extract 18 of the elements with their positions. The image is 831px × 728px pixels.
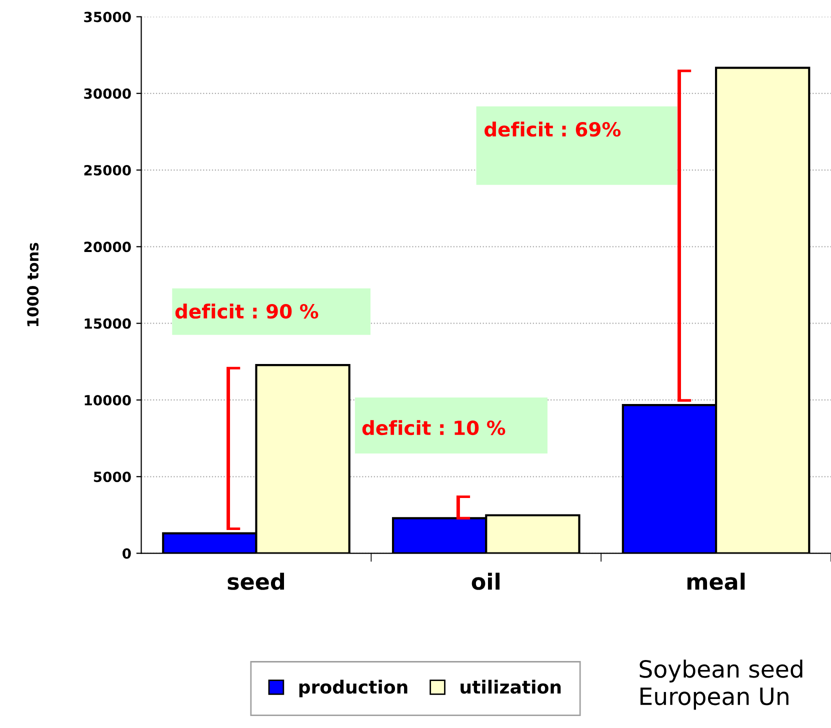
- y-tick-label: 30000: [84, 88, 131, 99]
- y-tick-label: 15000: [84, 318, 131, 329]
- x-tick-label: meal: [687, 572, 745, 590]
- y-tick-label: 20000: [84, 242, 131, 252]
- annotation: deficit : 10 %: [362, 420, 506, 436]
- y-tick-label: 0: [122, 548, 131, 559]
- y-tick-label: 35000: [84, 12, 131, 22]
- annotation: deficit : 90 %: [175, 304, 318, 319]
- x-tick-label: oil: [472, 572, 500, 590]
- legend-label: production: [299, 680, 408, 698]
- x-tick-label: seed: [228, 572, 284, 590]
- y-tick-label: 25000: [84, 165, 131, 176]
- legend-label: utilization: [460, 680, 561, 694]
- y-tick-label: 10000: [84, 394, 131, 406]
- annotation: deficit : 69%: [484, 122, 621, 137]
- y-axis-title: 1000 tons: [27, 242, 39, 326]
- y-tick-label: 5000: [94, 472, 131, 482]
- text: Soybean seed European Un: [640, 660, 802, 710]
